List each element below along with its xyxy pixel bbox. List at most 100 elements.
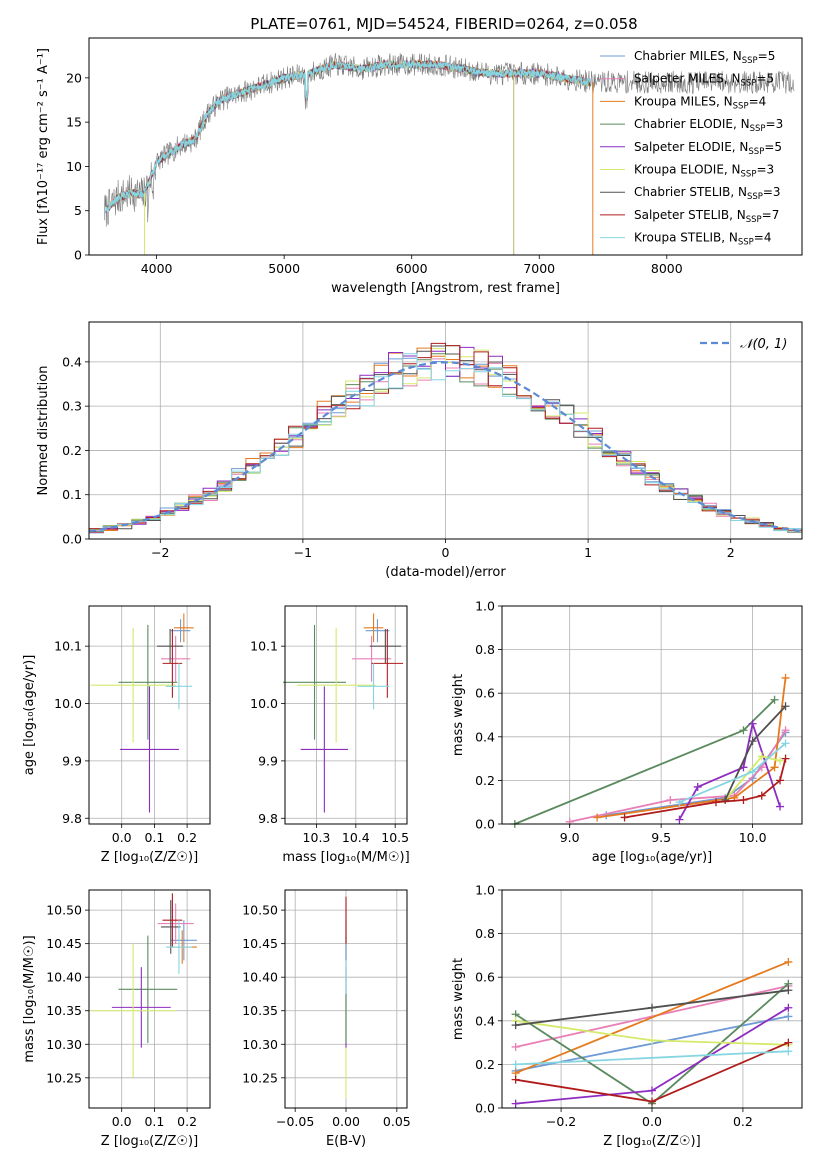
x-axis-label: Z [log₁₀(Z/Z☉)]: [101, 1134, 198, 1149]
plot-area: [104, 53, 795, 255]
weight-series-marker: [620, 813, 629, 822]
weight-series-marker: [757, 752, 766, 761]
y-tick-label: 5: [74, 203, 82, 218]
axes-frame: [88, 889, 211, 1109]
x-tick-label: 0.2: [177, 1114, 197, 1129]
axes-frame: [88, 321, 803, 540]
panel-spectrum: 4000 5000 6000 7000 8000 0 5 10 15 20 wavelength […: [36, 37, 803, 296]
legend-label: Kroupa ELODIE, NSSP=3: [634, 163, 774, 180]
y-tick-label: 10.25: [242, 1070, 278, 1085]
weight-series-marker: [781, 702, 790, 711]
x-axis-label: E(B-V): [326, 1134, 366, 1149]
y-tick-label: 10.50: [242, 903, 278, 918]
errorbar-point: [371, 628, 404, 698]
y-tick-label: 10.1: [54, 639, 82, 654]
axes-frame: [501, 889, 803, 1109]
x-tick-label: 9.5: [651, 830, 671, 845]
x-tick-label: 4000: [141, 261, 173, 276]
weight-series-marker: [770, 763, 779, 772]
x-axis-label: (data-model)/error: [385, 565, 506, 580]
weight-series-marker: [648, 1036, 656, 1045]
weight-series-marker: [648, 1097, 656, 1106]
histogram-step-line: [89, 345, 802, 532]
y-tick-label: 10.40: [242, 970, 278, 985]
errorbar-point: [165, 920, 193, 974]
weight-series: [511, 986, 793, 1030]
legend-label: Chabrier ELODIE, NSSP=3: [634, 117, 783, 134]
weight-series-marker: [666, 796, 675, 805]
x-tick-label: 5000: [268, 261, 300, 276]
y-tick-label: 10.45: [46, 936, 82, 951]
x-tick-label: 6000: [396, 261, 428, 276]
panel-residuals: −2 −1 0 1 2 0.0 0.1 0.2 0.3 0.4 (data-model)/error…: [36, 321, 803, 580]
legend-label: Kroupa STELIB, NSSP=4: [634, 231, 772, 248]
plot-area: [90, 613, 194, 813]
errorbar-point: [170, 619, 191, 643]
residuals-legend: 𝒩(0, 1): [700, 337, 787, 352]
panel-age-vs-mass: 10.3 10.4 10.5 9.8 9.9 10.0 10.1 mass [log₁₀(M/…: [250, 605, 410, 865]
errorbar-point: [351, 635, 392, 682]
weight-series-marker: [511, 1042, 520, 1051]
x-tick-label: −1: [294, 545, 312, 560]
weight-series-line: [624, 758, 787, 819]
y-tick-label: 10.35: [242, 1003, 278, 1018]
errorbar-point: [369, 628, 402, 664]
plot-area: [283, 613, 404, 813]
weight-series: [511, 1038, 793, 1106]
legend-label: Salpeter MILES, NSSP=5: [634, 72, 774, 89]
errorbar-point: [90, 627, 176, 743]
y-tick-label: 9.8: [62, 811, 82, 826]
weight-series-marker: [781, 739, 790, 748]
plot-area: [90, 893, 197, 1078]
x-tick-label: 9.0: [560, 830, 580, 845]
errorbar-point: [300, 686, 348, 813]
plot-area: [88, 342, 803, 534]
weight-series-marker: [784, 957, 793, 966]
weight-series: [510, 695, 779, 828]
y-tick-label: 10.30: [242, 1037, 278, 1052]
x-tick-label: 7000: [523, 261, 555, 276]
x-tick-label: −0.2: [546, 1114, 576, 1129]
weight-series-marker: [511, 1021, 520, 1030]
y-tick-label: 9.9: [62, 753, 82, 768]
weight-series: [620, 754, 790, 822]
x-axis-label: mass [log₁₀(M/M☉)]: [282, 850, 409, 865]
legend-label: Salpeter ELODIE, NSSP=5: [634, 140, 782, 157]
legend-label: Salpeter STELIB, NSSP=7: [634, 208, 779, 225]
axes-frame: [284, 889, 408, 1109]
x-tick-label: 10.5: [381, 830, 409, 845]
y-tick-label: 0.3: [62, 399, 82, 414]
weight-series-marker: [776, 802, 785, 811]
x-tick-label: 0: [442, 545, 450, 560]
errorbar-point: [283, 624, 346, 740]
x-tick-label: 10.0: [739, 830, 767, 845]
y-tick-label: 10.30: [46, 1037, 82, 1052]
weight-series-marker: [781, 673, 790, 682]
y-tick-label: 0.1: [62, 487, 82, 502]
y-tick-label: 0.2: [62, 443, 82, 458]
weight-series-line: [515, 961, 789, 1074]
x-tick-label: 0.05: [383, 1114, 411, 1129]
weight-series-marker: [784, 1012, 793, 1021]
panel-mass-vs-ebv: −0.05 0.00 0.05 10.25 10.30 10.35 10.40 10.45 10…: [242, 889, 411, 1149]
x-tick-label: 10.3: [303, 830, 331, 845]
weight-series-marker: [593, 813, 602, 822]
x-tick-label: 0.0: [112, 1114, 132, 1129]
weight-series-marker: [648, 1003, 656, 1012]
errorbar-point: [165, 663, 193, 710]
weight-series-marker: [693, 782, 702, 791]
weight-series: [511, 1003, 793, 1108]
x-axis-label: Z [log₁₀(Z/Z☉)]: [603, 1134, 700, 1149]
weight-series-marker: [776, 756, 785, 765]
y-tick-label: 9.8: [258, 811, 278, 826]
errorbar-point: [357, 663, 390, 710]
y-tick-label: 20: [66, 70, 82, 85]
x-tick-label: 1: [584, 545, 592, 560]
errorbar-point: [160, 635, 191, 682]
weight-series-marker: [739, 796, 748, 805]
y-axis-label: Flux [fλ10⁻¹⁷ erg cm⁻² s⁻¹ A⁻¹]: [36, 48, 51, 245]
weight-series-marker: [784, 1047, 793, 1056]
y-tick-label: 10.0: [250, 696, 278, 711]
y-axis-label: mass [log₁₀(M/M☉)]: [22, 935, 37, 1062]
